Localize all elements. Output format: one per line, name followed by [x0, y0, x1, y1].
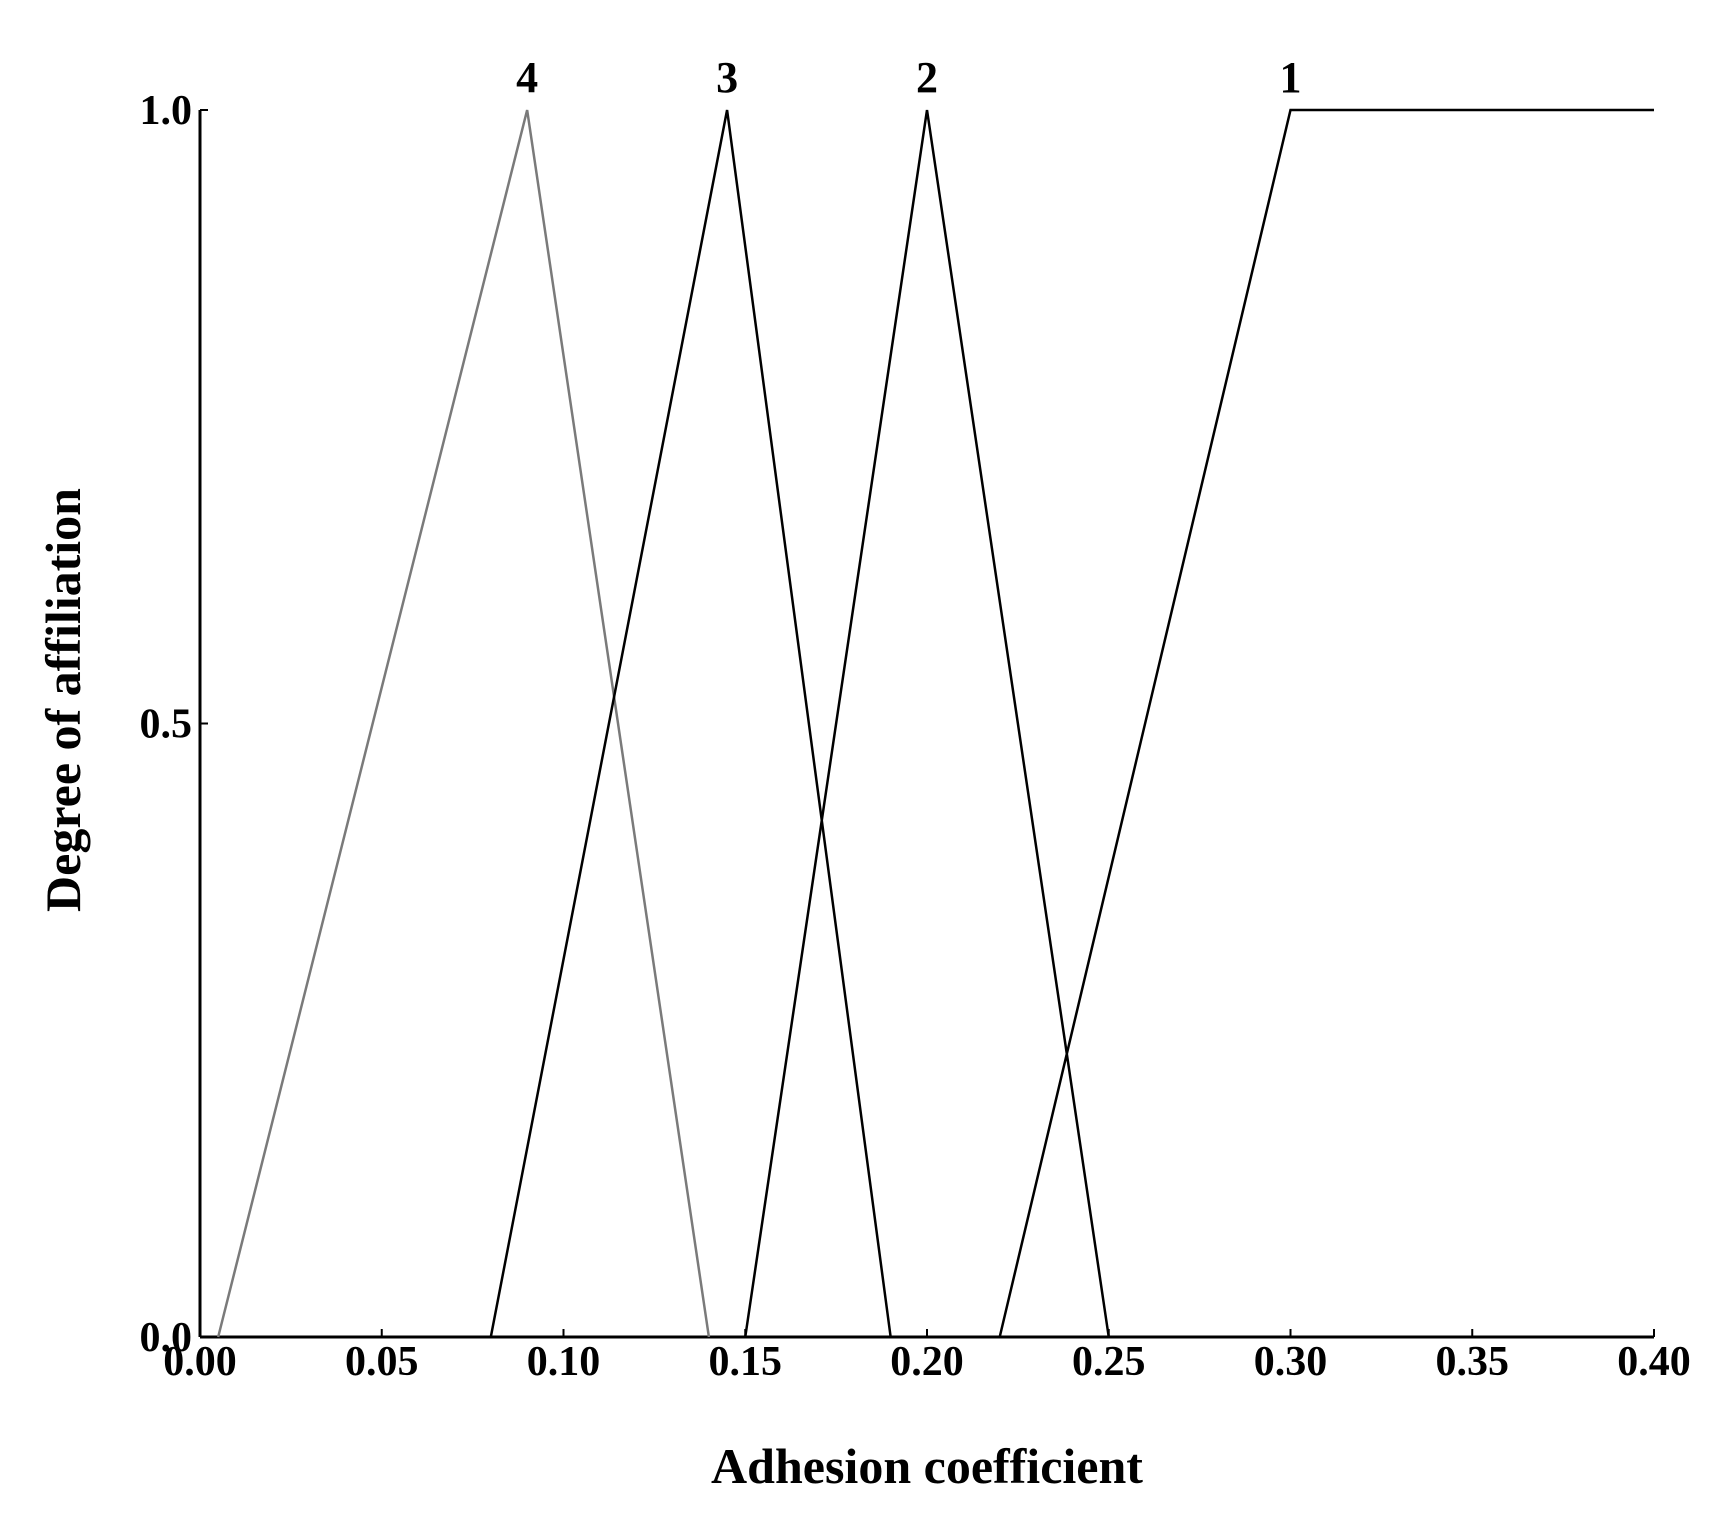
x-tick-label: 0.10	[527, 1339, 601, 1385]
x-tick-label: 0.30	[1254, 1339, 1328, 1385]
x-tick-label: 0.15	[709, 1339, 783, 1385]
x-tick-label: 0.25	[1072, 1339, 1146, 1385]
x-tick-label: 0.00	[163, 1339, 237, 1385]
y-tick-label: 0.5	[140, 702, 193, 748]
x-axis-label: Adhesion coefficient	[711, 1438, 1143, 1494]
series-line	[216, 109, 711, 1338]
series-label: 1	[1280, 53, 1302, 102]
series-line	[744, 109, 1110, 1338]
y-tick-label: 1.0	[140, 88, 193, 134]
series-label: 4	[516, 53, 538, 102]
x-tick-label: 0.40	[1617, 1339, 1691, 1385]
series-line	[998, 108, 1654, 1338]
series-label: 2	[916, 53, 938, 102]
x-tick-label: 0.05	[345, 1339, 419, 1385]
x-tick-label: 0.35	[1436, 1339, 1510, 1385]
series-line	[489, 109, 892, 1338]
x-tick-label: 0.20	[890, 1339, 964, 1385]
y-axis-label: Degree of affiliation	[35, 488, 91, 912]
series-label: 3	[716, 53, 738, 102]
y-tick-label: 0.0	[140, 1315, 193, 1361]
